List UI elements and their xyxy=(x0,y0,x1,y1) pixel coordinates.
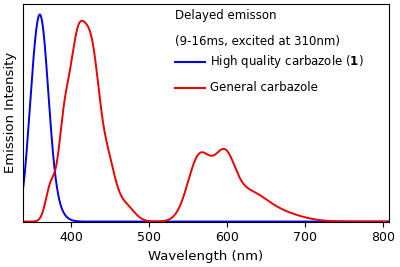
Text: General carbazole: General carbazole xyxy=(210,81,318,94)
Text: Delayed emisson: Delayed emisson xyxy=(175,9,276,22)
Text: High quality carbazole ($\mathbf{1}$): High quality carbazole ($\mathbf{1}$) xyxy=(210,53,363,70)
Text: (9-16ms, excited at 310nm): (9-16ms, excited at 310nm) xyxy=(175,35,340,48)
Y-axis label: Emission Intensity: Emission Intensity xyxy=(4,52,17,174)
X-axis label: Wavelength (nm): Wavelength (nm) xyxy=(148,250,264,263)
